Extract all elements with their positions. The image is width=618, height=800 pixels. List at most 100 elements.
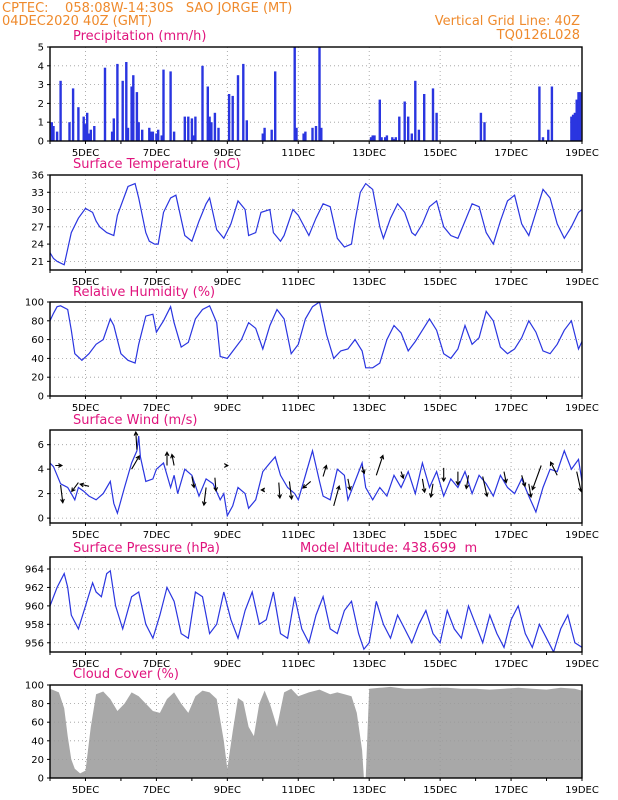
precipitation-bar	[417, 129, 421, 141]
temperature-xtick-label: 11DEC	[281, 277, 315, 288]
precipitation-xtick-label: 5DEC	[72, 148, 99, 159]
cloud-panel: Cloud Cover (%) 0 20 40 60 80 100 5DEC 7DEC 9DEC…	[25, 667, 599, 796]
precipitation-frame	[49, 46, 583, 142]
precipitation-bar	[162, 69, 165, 141]
wind-xtick-label: 15DEC	[423, 530, 457, 541]
precipitation-bar	[137, 122, 140, 141]
wind-vector-arrow	[60, 485, 65, 504]
cloud-xtick-label: 13DEC	[352, 785, 386, 796]
cloud-xtick-label: 11DEC	[281, 785, 315, 796]
wind-ytick-label: 0	[38, 514, 44, 525]
precipitation-bar	[89, 129, 92, 141]
precipitation-xtick-label: 19DEC	[565, 148, 599, 159]
wind-vector-arrow	[528, 483, 533, 499]
temperature-xtick-label: 5DEC	[72, 277, 99, 288]
precipitation-bar	[141, 129, 144, 141]
cloud-xtick-label: 17DEC	[494, 785, 528, 796]
humidity-xtick-label: 19DEC	[565, 403, 599, 414]
wind-xtick-label: 5DEC	[72, 530, 99, 541]
precipitation-bar	[77, 107, 80, 141]
precipitation-bar	[183, 116, 186, 141]
wind-vector-arrow	[302, 480, 312, 489]
pressure-frame	[49, 556, 583, 653]
temperature-title: Surface Temperature (nC)	[73, 157, 241, 172]
cloud-xtick-label: 7DEC	[143, 785, 170, 796]
precipitation-bar	[59, 80, 62, 141]
wind-vector-arrow	[260, 487, 266, 493]
humidity-xtick-label: 17DEC	[494, 403, 528, 414]
precipitation-bar	[82, 116, 85, 141]
wind-vector-arrow	[288, 481, 294, 501]
header-model: TQ0126L028	[496, 28, 580, 43]
precipitation-bar	[84, 124, 87, 141]
cloud-xtick-label: 5DEC	[72, 785, 99, 796]
wind-vector-arrow	[131, 455, 140, 470]
temperature-ytick-label: 30	[31, 205, 44, 216]
pressure-ytick-label: 964	[25, 565, 44, 576]
temperature-xtick-label: 9DEC	[214, 277, 241, 288]
humidity-ytick-label: 40	[31, 354, 44, 365]
precipitation-bar	[242, 63, 245, 141]
precipitation-bar	[50, 122, 53, 141]
precipitation-bar	[149, 131, 153, 141]
precipitation-bar	[86, 112, 89, 141]
wind-vector-arrow	[441, 467, 447, 483]
cloud-xtick-label: 9DEC	[214, 785, 241, 796]
cloud-xtick-label: 15DEC	[423, 785, 457, 796]
precipitation-bar	[538, 86, 541, 141]
cloud-ytick-label: 20	[31, 755, 44, 766]
precipitation-bar	[208, 116, 211, 141]
precipitation-xtick-label: 7DEC	[143, 148, 170, 159]
wind-vector-arrow	[482, 476, 489, 498]
cloud-xtick-label: 19DEC	[565, 785, 599, 796]
pressure-ytick-label: 962	[25, 583, 44, 594]
wind-vector-arrow	[428, 483, 434, 499]
precipitation-bar	[160, 135, 163, 141]
precipitation-bar	[110, 131, 114, 141]
pressure-ytick-label: 960	[25, 601, 44, 612]
precipitation-bar	[423, 94, 426, 141]
pressure-xtick-label: 11DEC	[281, 659, 315, 670]
precipitation-bar	[392, 139, 396, 141]
precipitation-panel: Precipitation (mm/h) 0 1 2 3 4 5 5DEC 7DEC 9DEC 1…	[38, 29, 599, 159]
precipitation-xtick-label: 9DEC	[214, 148, 241, 159]
wind-xtick-label: 9DEC	[214, 530, 241, 541]
precipitation-bar	[550, 86, 554, 141]
humidity-ytick-label: 80	[31, 316, 44, 327]
cloud-ytick-label: 40	[31, 736, 44, 747]
model-altitude: Model Altitude: 438.699 m	[300, 541, 477, 556]
precipitation-bar	[172, 131, 176, 141]
precipitation-bar	[378, 99, 381, 141]
precipitation-bar	[155, 133, 158, 141]
precipitation-bar	[384, 137, 387, 141]
precipitation-bar	[394, 137, 397, 141]
humidity-ytick-label: 20	[31, 373, 44, 384]
precipitation-bar	[431, 88, 435, 141]
precipitation-ytick-label: 1	[38, 118, 44, 129]
precipitation-bar	[479, 112, 483, 141]
precipitation-xtick-label: 17DEC	[494, 148, 528, 159]
precipitation-bar	[151, 131, 155, 141]
precipitation-bar	[130, 86, 133, 141]
precipitation-bar	[201, 65, 204, 141]
cloud-title: Cloud Cover (%)	[73, 667, 179, 682]
wind-plot: 0 2 4 6 5DEC 7DEC 9DEC 11DEC 13DEC 15DEC 17DEC 19DE…	[38, 429, 599, 541]
precipitation-bar	[263, 127, 266, 141]
humidity-ytick-label: 100	[25, 298, 44, 309]
pressure-plot: 956 958 960 962 964 5DEC 7DEC 9DEC 11DEC 13DEC 15D…	[25, 556, 599, 670]
precipitation-bar	[435, 112, 438, 141]
temperature-xtick-label: 13DEC	[352, 277, 386, 288]
temperature-ytick-label: 24	[31, 240, 44, 251]
precipitation-bar	[103, 67, 107, 141]
precipitation-ytick-label: 5	[38, 43, 44, 54]
wind-frame	[49, 429, 583, 524]
wind-vector-arrow	[455, 471, 461, 486]
wind-vector-arrow	[531, 465, 542, 491]
temperature-panel: Surface Temperature (nC) 21 24 27 30 33 36 5DE…	[31, 157, 599, 288]
cloud-ytick-label: 0	[38, 774, 44, 785]
precipitation-bar	[570, 116, 573, 141]
precipitation-bar	[380, 137, 383, 141]
wind-vector-arrow	[164, 451, 170, 466]
wind-vector-arrow	[375, 454, 385, 476]
wind-ytick-label: 2	[38, 489, 44, 500]
